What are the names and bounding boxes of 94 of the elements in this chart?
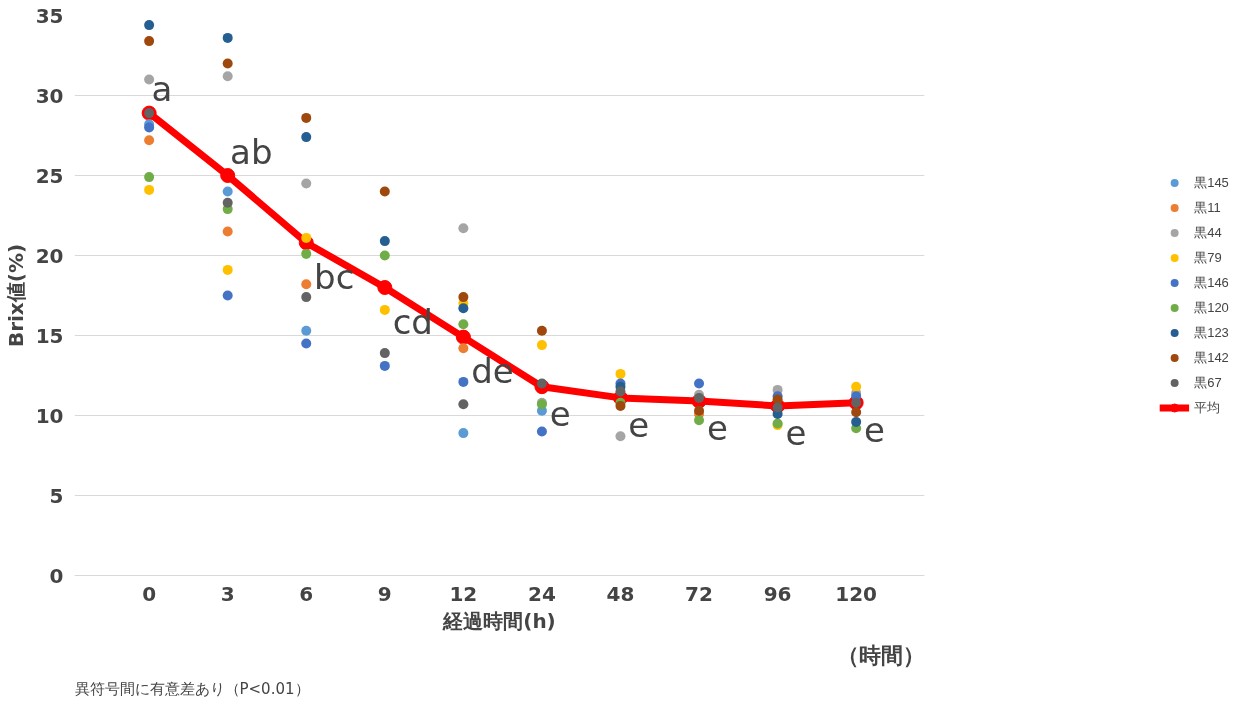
- x-tick-label: 24: [528, 581, 556, 606]
- legend-label: 平均: [1194, 398, 1221, 417]
- point: [222, 264, 233, 275]
- legend-label: 黒79: [1194, 248, 1222, 267]
- point: [458, 399, 469, 410]
- point: [222, 197, 233, 208]
- point: [301, 248, 312, 259]
- point: [536, 340, 547, 351]
- x-tick-label: 12: [449, 581, 478, 606]
- point: [379, 304, 390, 315]
- point: [222, 71, 233, 82]
- point: [144, 20, 155, 31]
- point: [301, 232, 312, 243]
- y-tick-label: 20: [35, 243, 64, 268]
- point: [615, 386, 626, 397]
- point: [377, 280, 393, 295]
- legend-label: 黒120: [1194, 298, 1229, 317]
- annotation: de: [471, 351, 514, 392]
- point: [144, 172, 155, 183]
- point: [379, 250, 390, 261]
- point: [301, 178, 312, 189]
- legend-label: 黒146: [1194, 273, 1229, 292]
- point: [851, 416, 862, 427]
- y-tick-label: 10: [35, 403, 64, 428]
- annotation: ab: [230, 131, 273, 172]
- point: [694, 378, 705, 389]
- point: [458, 428, 469, 439]
- point: [222, 32, 233, 43]
- point: [458, 319, 469, 330]
- text: 異符号間に有意差あり（P<0.01）: [74, 679, 310, 698]
- legend-label: 黒11: [1194, 198, 1221, 217]
- point: [144, 135, 155, 146]
- point: [301, 112, 312, 123]
- y-axis-title: Brix値(%): [3, 243, 28, 348]
- point: [222, 226, 233, 237]
- point: [379, 360, 390, 371]
- point: [222, 290, 233, 301]
- legend-label: 黒145: [1194, 173, 1229, 192]
- legend-label: 黒123: [1194, 323, 1229, 342]
- annotation: e: [706, 408, 728, 449]
- point: [222, 186, 233, 197]
- point: [851, 407, 862, 418]
- x-tick-label: 0: [142, 581, 157, 606]
- point: [458, 223, 469, 234]
- point: [615, 431, 626, 442]
- y-tick-label: 5: [49, 483, 64, 508]
- point: [301, 292, 312, 303]
- y-tick-label: 15: [35, 323, 64, 348]
- x-tick-label: 120: [835, 581, 878, 606]
- legend-label: 黒44: [1194, 223, 1222, 242]
- y-tick-label: 0: [49, 563, 64, 588]
- annotation: a: [151, 69, 173, 110]
- point: [301, 325, 312, 336]
- x-tick-label: 6: [299, 581, 314, 606]
- x-tick-label: 96: [763, 581, 792, 606]
- point: [458, 376, 469, 387]
- point: [458, 292, 469, 303]
- point: [379, 236, 390, 247]
- point: [694, 415, 705, 426]
- point: [615, 368, 626, 379]
- y-tick-label: 25: [35, 163, 64, 188]
- legend-label: 黒142: [1194, 348, 1229, 367]
- legend-label: 黒67: [1194, 373, 1222, 392]
- point: [144, 184, 155, 195]
- point: [458, 303, 469, 314]
- point: [455, 329, 471, 345]
- annotation: e: [549, 393, 571, 434]
- point: [458, 343, 469, 354]
- point: [536, 426, 547, 437]
- annotation: e: [785, 412, 807, 453]
- point: [301, 338, 312, 349]
- annotation: bc: [314, 256, 355, 297]
- annotation: e: [864, 409, 885, 450]
- point: [301, 279, 312, 290]
- x-tick-label: 9: [377, 581, 392, 606]
- point: [772, 402, 783, 413]
- x-tick-label: 72: [685, 581, 713, 606]
- point: [144, 36, 155, 47]
- annotation: cd: [392, 301, 433, 342]
- point: [222, 58, 233, 69]
- annotation: e: [628, 404, 650, 445]
- point: [536, 325, 547, 336]
- text: （時間）: [836, 642, 925, 668]
- point: [144, 74, 155, 85]
- y-tick-label: 35: [35, 3, 64, 28]
- point: [220, 168, 236, 183]
- point: [301, 132, 312, 143]
- x-axis-title: 経過時間(h): [442, 608, 556, 633]
- point: [851, 381, 862, 392]
- x-tick-label: 48: [606, 581, 635, 606]
- y-tick-label: 30: [35, 83, 64, 108]
- x-tick-label: 3: [220, 581, 235, 606]
- point: [379, 186, 390, 197]
- point: [379, 348, 390, 359]
